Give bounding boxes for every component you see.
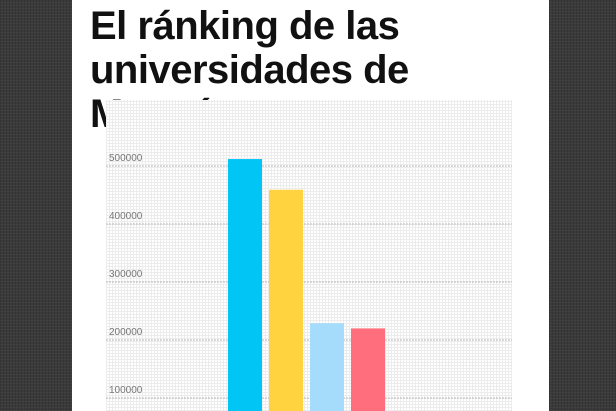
bar-2[interactable] (269, 189, 303, 411)
y-tick-label: 300000 (109, 269, 143, 280)
y-tick-label: 500000 (109, 153, 143, 164)
bar-chart: 100000 200000 300000 400000 500000 (106, 153, 512, 411)
y-tick-label: 200000 (109, 327, 143, 338)
page-title: El ránking de las universidades de Moscú (90, 4, 409, 136)
y-tick-label: 400000 (109, 211, 143, 222)
plot-area: 100000 200000 300000 400000 500000 (106, 100, 512, 411)
bar-3[interactable] (310, 323, 344, 411)
chart-card: El ránking de las universidades de Moscú… (72, 0, 549, 411)
bar-4[interactable] (351, 328, 385, 411)
bar-1[interactable] (228, 159, 262, 411)
y-tick-label: 100000 (109, 385, 143, 396)
